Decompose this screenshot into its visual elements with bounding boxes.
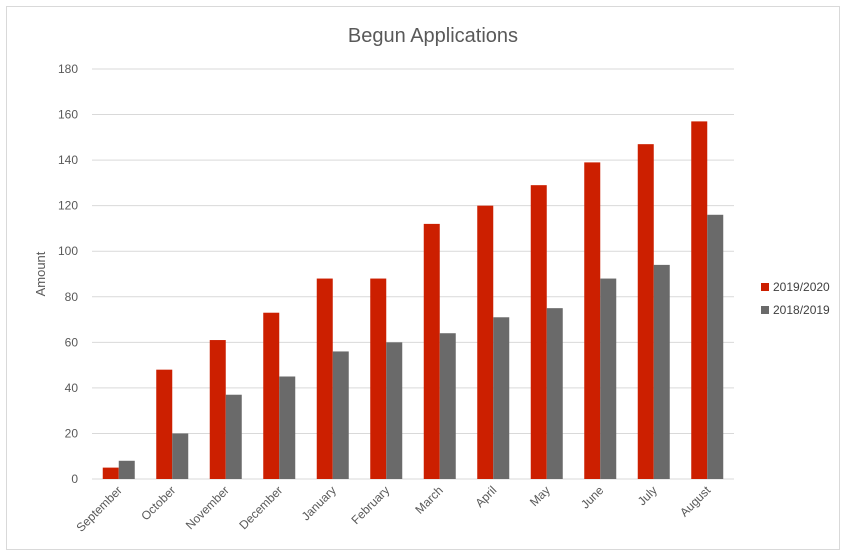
y-tick-label: 100 <box>58 244 78 258</box>
y-tick-label: 140 <box>58 153 78 167</box>
y-tick-label: 120 <box>58 199 78 213</box>
y-tick-label: 160 <box>58 108 78 122</box>
bar-2018-2019-january <box>332 351 349 479</box>
bar-2018-2019-june <box>600 278 617 479</box>
legend-swatch <box>761 283 769 291</box>
bar-2019-2020-june <box>584 162 601 479</box>
y-tick-label: 40 <box>65 381 79 395</box>
gridlines <box>92 68 734 480</box>
bar-2019-2020-december <box>263 312 280 479</box>
bar-2018-2019-february <box>386 342 403 479</box>
x-tick-label: December <box>236 483 285 532</box>
bar-2019-2020-march <box>423 223 440 479</box>
x-tick-label: July <box>635 483 660 508</box>
legend-label: 2019/2020 <box>773 280 830 294</box>
bars <box>102 121 724 479</box>
x-tick-label: May <box>527 483 553 509</box>
x-tick-label: June <box>578 483 607 512</box>
bar-2018-2019-july <box>653 264 670 479</box>
bar-2019-2020-august <box>691 121 708 479</box>
x-tick-label: March <box>412 483 445 516</box>
y-axis-label: Amount <box>33 251 48 296</box>
bar-2019-2020-october <box>156 369 173 479</box>
bar-2019-2020-january <box>316 278 333 479</box>
x-tick-label: April <box>472 483 499 510</box>
chart-title: Begun Applications <box>348 25 518 47</box>
bar-2019-2020-april <box>477 205 494 479</box>
bar-2018-2019-august <box>707 214 724 479</box>
bar-2018-2019-november <box>225 394 242 479</box>
y-tick-label: 0 <box>71 472 78 486</box>
x-tick-label: September <box>73 483 124 534</box>
y-tick-label: 20 <box>65 426 79 440</box>
y-tick-label: 80 <box>65 290 79 304</box>
bar-2018-2019-october <box>172 433 189 479</box>
x-tick-label: February <box>349 483 393 527</box>
y-tick-label: 60 <box>65 335 79 349</box>
bar-2018-2019-may <box>546 308 563 479</box>
bar-2019-2020-september <box>102 467 119 479</box>
x-tick-label: August <box>677 483 714 520</box>
bar-2018-2019-september <box>118 460 135 479</box>
legend-label: 2018/2019 <box>773 303 830 317</box>
y-axis-ticks: 0 20 40 60 80 100 120 140 160 180 <box>58 62 78 486</box>
bar-2019-2020-february <box>370 278 387 479</box>
x-tick-label: October <box>138 483 178 523</box>
bar-2019-2020-july <box>637 144 654 479</box>
bar-2019-2020-may <box>530 185 547 479</box>
bar-2019-2020-november <box>209 340 226 479</box>
x-axis-ticks: September October November December January F… <box>73 483 713 535</box>
bar-2018-2019-march <box>439 333 456 479</box>
bar-2018-2019-april <box>493 317 510 479</box>
x-tick-label: November <box>183 483 232 532</box>
legend: 2019/2020 2018/2019 <box>761 280 830 317</box>
legend-swatch <box>761 306 769 314</box>
x-tick-label: January <box>299 483 339 523</box>
y-tick-label: 180 <box>58 62 78 76</box>
bar-2018-2019-december <box>279 376 296 479</box>
